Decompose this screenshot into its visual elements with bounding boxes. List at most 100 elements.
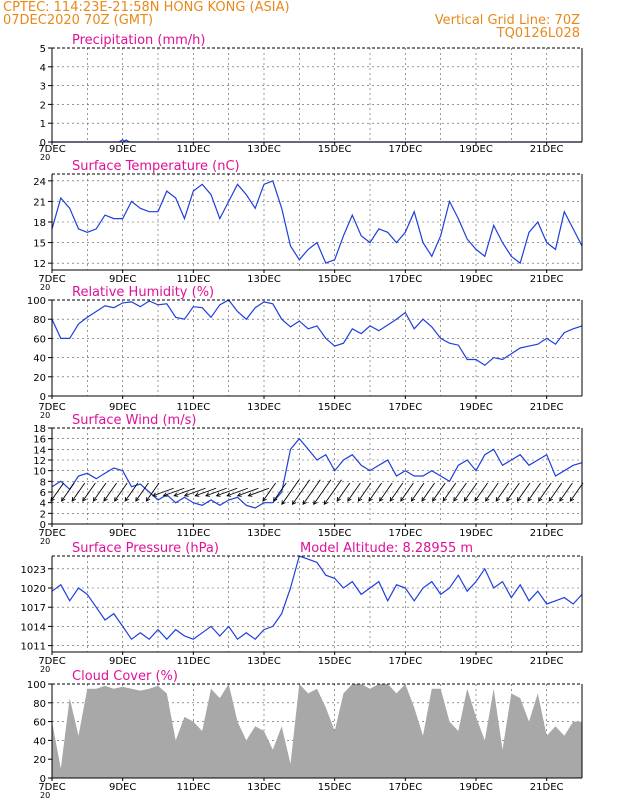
wind-arrow-shaft [474,482,488,502]
wind-arrow-shaft [205,487,227,497]
precipitation-xtick-label: 13DEC [247,144,281,155]
wind-arrow-head [124,496,129,502]
cloud-cover-xtick-label: 11DEC [176,782,210,793]
wind-arrow-shaft [432,482,446,502]
wind-arrow-head [247,492,253,497]
wind-arrow-head [463,496,469,502]
surface-wind-xtick-stub: 20 [40,537,50,546]
wind-arrow-shaft [421,482,435,502]
precipitation-xtick-label: 7DEC [38,144,65,155]
surface-wind-ytick-label: 14 [33,445,46,456]
relative-humidity-xtick-label: 15DEC [318,402,352,413]
wind-arrow-head [389,496,394,502]
cloud-cover-xtick-label: 9DEC [109,782,136,793]
surface-temperature-xtick-label: 9DEC [109,274,136,285]
surface-temperature-ytick-label: 12 [33,259,46,270]
surface-temperature-line [51,180,583,265]
precipitation-xtick-label: 21DEC [530,144,564,155]
wind-arrow-shaft [152,487,174,497]
surface-temperature-xtick-label: 13DEC [247,274,281,285]
wind-arrow-shaft [495,482,510,502]
wind-arrow-shaft [323,479,342,505]
surface-wind-ytick-label: 6 [40,488,46,499]
cloud-cover-ytick-label: 20 [33,755,46,766]
surface-wind-ytick-label: 8 [40,477,46,488]
wind-arrow-head [410,496,416,502]
wind-arrow-head [442,496,447,502]
wind-arrow-head [226,492,232,497]
wind-arrow-shaft [368,482,382,502]
wind-arrow-head [548,496,553,502]
wind-arrow-head [194,492,200,497]
wind-arrow-head [92,496,98,502]
wind-arrow-shaft [195,487,217,497]
wind-arrow-shaft [292,479,311,505]
wind-arrow-shaft [103,482,117,502]
wind-arrow-head [114,496,119,502]
wind-arrow-shaft [227,487,248,497]
wind-arrow-head [516,496,522,502]
wind-arrow-head [236,492,242,497]
wind-arrow-head [379,496,384,502]
wind-arrow-head [432,496,437,502]
wind-arrow-head [313,500,318,506]
cloud-cover-ytick-label: 0 [40,774,46,785]
surface-temperature-xtick-label: 15DEC [318,274,352,285]
cloud-cover-xtick-label: 13DEC [247,782,281,793]
wind-arrow-shaft [548,482,563,502]
cloud-cover-xtick-label: 15DEC [318,782,352,793]
wind-arrow-shaft [82,482,96,502]
surface-temperature-xtick-label: 19DEC [459,274,493,285]
wind-arrow-shaft [400,482,414,502]
header-run-date: 07DEC2020 70Z (GMT) [3,13,154,28]
surface-pressure-line [51,555,583,641]
precipitation-ytick-label: 0 [40,138,46,149]
wind-arrow-head [527,496,532,502]
surface-temperature-ytick-label: 21 [33,197,46,208]
surface-temperature-xtick-label: 11DEC [176,274,210,285]
surface-wind-xtick-label: 7DEC [38,528,65,539]
surface-wind-xtick-label: 13DEC [247,528,281,539]
wind-arrow-shaft [124,482,139,502]
wind-arrow-shaft [146,482,160,502]
surface-wind-ytick-label: 12 [33,456,46,467]
wind-arrow-head [281,500,286,506]
wind-arrow-shaft [61,482,75,502]
surface-wind-ytick-label: 18 [33,424,46,435]
relative-humidity-xtick-label: 13DEC [247,402,281,413]
surface-pressure-xtick-stub: 20 [40,665,50,674]
precipitation-xtick-label: 19DEC [459,144,493,155]
surface-temperature-panel: 12 15 18 21 24 7DEC 9DEC 11DEC 13DEC 15DEC 17DEC 19… [33,159,583,292]
precipitation-panel: 0 1 2 3 4 5 7DEC 9DEC 11DEC 13DEC 15DEC 17DEC 19DEC 2… [38,33,583,162]
wind-arrow-shaft [135,482,149,502]
surface-pressure-title: Surface Pressure (hPa) [72,541,219,556]
wind-arrow-shaft [302,479,321,505]
wind-arrow-head [569,496,575,502]
wind-arrow-shaft [163,487,185,497]
surface-wind-ytick-label: 4 [40,499,46,510]
wind-arrow-head [50,496,55,502]
surface-wind-xtick-label: 21DEC [530,528,564,539]
wind-arrow-shaft [93,482,107,502]
surface-temperature-ytick-label: 18 [33,218,46,229]
cloud-cover-xtick-stub: 20 [40,791,50,800]
wind-arrow-shaft [174,487,195,497]
surface-pressure-panel: 1011 1014 1017 1020 1023 7DEC 9DEC 11DEC 13DEC 15… [21,541,583,674]
surface-pressure-xtick-label: 19DEC [459,656,493,667]
relative-humidity-xtick-label: 7DEC [38,402,65,413]
relative-humidity-ytick-label: 100 [27,296,46,307]
wind-arrow-shaft [50,482,64,502]
surface-temperature-xtick-stub: 20 [40,283,50,292]
wind-arrow-head [173,492,179,497]
wind-arrow-shaft [358,482,372,502]
wind-arrow-head [485,496,490,502]
precipitation-xtick-label: 9DEC [109,144,136,155]
surface-temperature-xtick-label: 7DEC [38,274,65,285]
surface-wind-ytick-label: 2 [40,509,46,520]
wind-arrow-shaft [184,487,206,497]
wind-arrow-head [368,496,373,502]
wind-arrow-shaft [527,482,541,502]
wind-arrow-head [162,492,168,497]
surface-wind-xtick-label: 9DEC [109,528,136,539]
wind-arrow-shaft [216,487,238,497]
